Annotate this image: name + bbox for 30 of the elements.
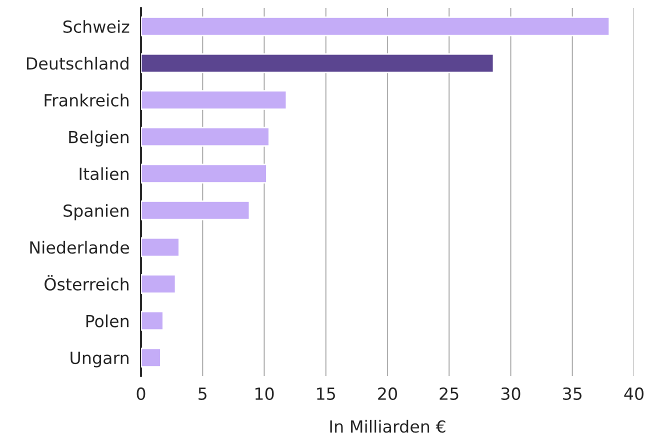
bar — [141, 53, 494, 74]
y-tick-label: Spanien — [64, 204, 128, 220]
x-tick-label: 40 — [624, 387, 644, 400]
y-tick-label: Italien — [80, 167, 128, 180]
y-tick-label: Schweiz — [63, 20, 130, 33]
y-tick-label: Österreich — [44, 275, 128, 291]
x-tick-label: 10 — [255, 387, 274, 400]
bar — [141, 274, 176, 294]
x-tick-label: 25 — [440, 387, 458, 400]
bar — [141, 164, 268, 184]
bar — [141, 90, 288, 110]
bar — [141, 237, 180, 258]
y-tick-label: Niederlande — [30, 240, 129, 254]
x-tick-label: 30 — [501, 387, 520, 400]
y-tick-label: Ungarn — [70, 352, 128, 368]
x-tick-label: 35 — [563, 387, 582, 400]
bar — [141, 16, 610, 36]
x-tick-label: 20 — [378, 387, 397, 400]
bar — [141, 200, 250, 220]
y-tick-label: Belgien — [69, 130, 128, 147]
x-tick-label: 0 — [136, 387, 146, 400]
x-tick-label: 15 — [317, 388, 336, 400]
bar — [141, 126, 270, 147]
x-axis-title: In Milliarden € — [330, 420, 446, 433]
x-tick-label: 5 — [198, 388, 206, 400]
y-tick-label: Polen — [86, 314, 128, 328]
bar — [141, 348, 162, 368]
bar — [141, 310, 164, 331]
y-tick-label: Deutschland — [26, 56, 128, 70]
y-tick-label: Frankreich — [44, 94, 128, 107]
